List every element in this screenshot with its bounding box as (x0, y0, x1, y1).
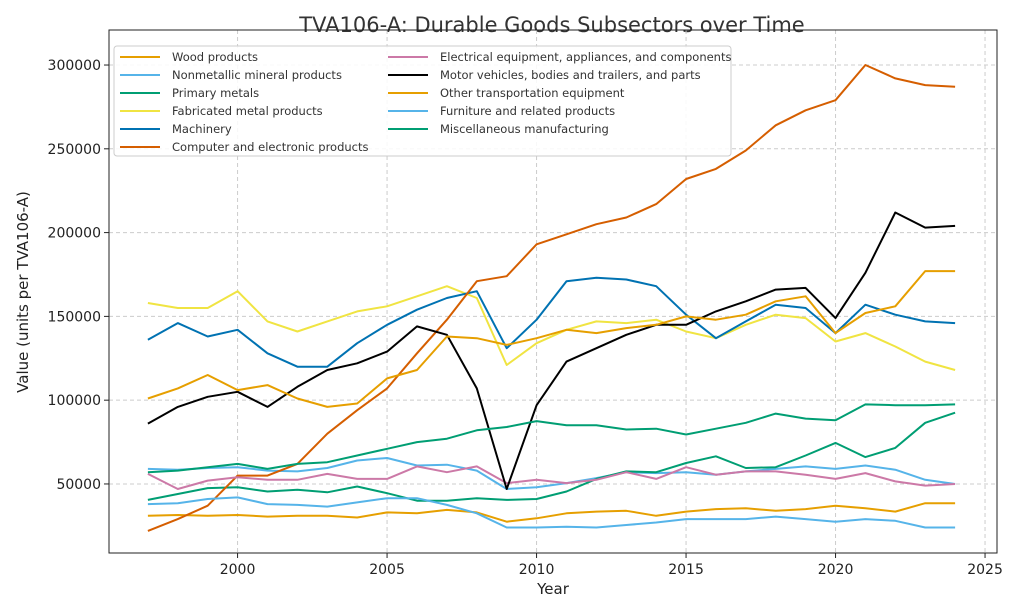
legend-label: Other transportation equipment (440, 86, 625, 100)
x-tick-label: 2020 (818, 562, 854, 578)
series-line (147, 211, 956, 490)
legend-label: Furniture and related products (440, 104, 615, 118)
x-tick-label: 2010 (519, 562, 555, 578)
series-line (147, 465, 956, 490)
legend-label: Computer and electronic products (172, 140, 369, 154)
legend: Wood products Nonmetallic mineral product… (113, 45, 732, 157)
series-line (147, 403, 956, 474)
legend-label: Primary metals (172, 86, 259, 100)
series-line (147, 496, 956, 529)
y-tick-label: 150000 (48, 309, 101, 325)
legend-label: Electrical equipment, appliances, and co… (440, 50, 731, 64)
y-tick-label: 50000 (56, 477, 101, 493)
y-tick-label: 300000 (48, 58, 101, 74)
x-tick-label: 2005 (369, 562, 405, 578)
series-line (147, 276, 956, 368)
series-line (147, 411, 956, 502)
series-lines (147, 64, 956, 532)
legend-label: Motor vehicles, bodies and trailers, and… (440, 68, 701, 82)
y-axis: 50000 100000 150000 200000 250000 300000 (48, 58, 109, 493)
x-axis: 2000 2005 2010 2015 2020 2025 (220, 553, 1003, 578)
plot-frame (108, 29, 998, 554)
x-tick-label: 2015 (668, 562, 704, 578)
series-line (147, 270, 956, 408)
chart-title: TVA106-A: Durable Goods Subsectors over … (298, 13, 804, 37)
y-tick-label: 100000 (48, 393, 101, 409)
series-line (147, 457, 956, 490)
series-line (147, 285, 956, 371)
y-axis-label: Value (units per TVA106-A) (14, 191, 32, 393)
x-tick-label: 2025 (967, 562, 1003, 578)
y-tick-label: 200000 (48, 226, 101, 242)
legend-label: Machinery (172, 122, 232, 136)
legend-label: Fabricated metal products (172, 104, 323, 118)
series-line (147, 64, 956, 532)
x-axis-label: Year (536, 580, 570, 598)
y-tick-label: 250000 (48, 142, 101, 158)
x-tick-label: 2000 (220, 562, 256, 578)
legend-label: Nonmetallic mineral products (172, 68, 342, 82)
legend-label: Wood products (172, 50, 258, 64)
legend-label: Miscellaneous manufacturing (440, 122, 609, 136)
series-line (147, 502, 956, 523)
